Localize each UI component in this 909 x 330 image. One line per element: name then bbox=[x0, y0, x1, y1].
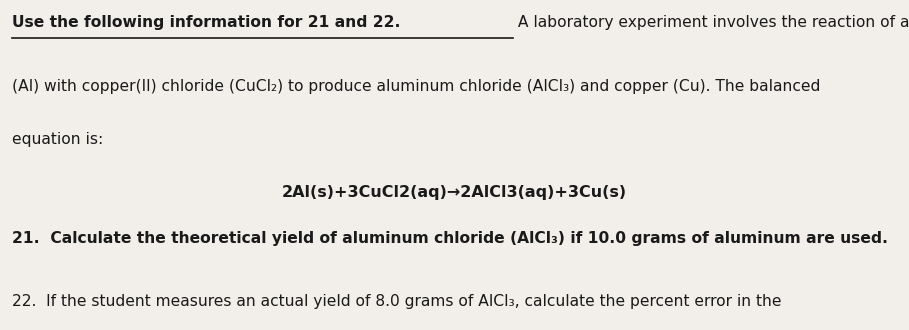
Text: 2Al(s)+3CuCl2(aq)→2AlCl3(aq)+3Cu(s): 2Al(s)+3CuCl2(aq)→2AlCl3(aq)+3Cu(s) bbox=[282, 185, 627, 200]
Text: A laboratory experiment involves the reaction of aluminum: A laboratory experiment involves the rea… bbox=[513, 15, 909, 30]
Text: equation is:: equation is: bbox=[12, 132, 103, 147]
Text: Use the following information for 21 and 22.: Use the following information for 21 and… bbox=[12, 15, 400, 30]
Text: 22.  If the student measures an actual yield of 8.0 grams of AlCl₃, calculate th: 22. If the student measures an actual yi… bbox=[12, 294, 782, 309]
Text: 21.  Calculate the theoretical yield of aluminum chloride (AlCl₃) if 10.0 grams : 21. Calculate the theoretical yield of a… bbox=[12, 231, 888, 246]
Text: (Al) with copper(II) chloride (CuCl₂) to produce aluminum chloride (AlCl₃) and c: (Al) with copper(II) chloride (CuCl₂) to… bbox=[12, 79, 820, 94]
